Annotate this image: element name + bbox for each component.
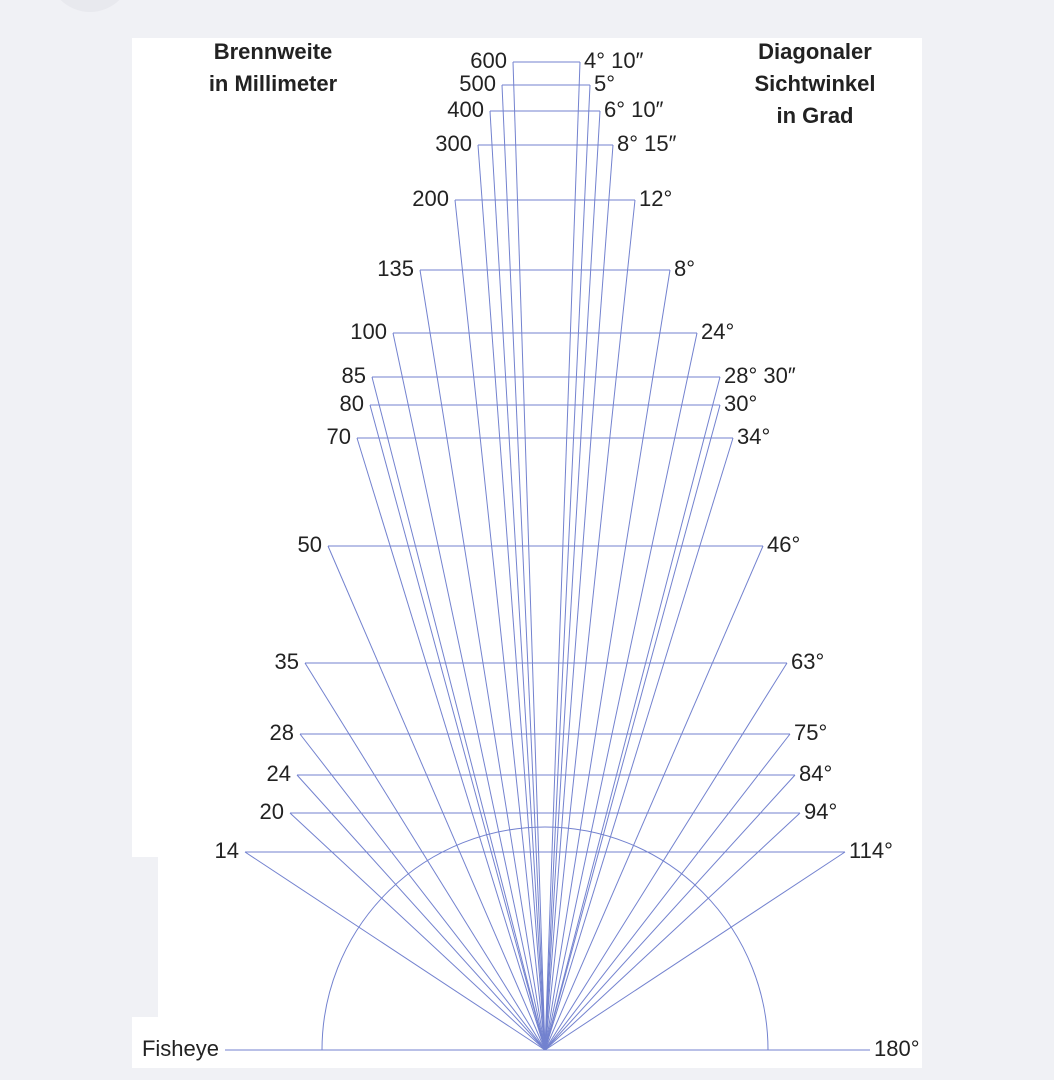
panel-notch xyxy=(132,857,158,1017)
focal-label: 85 xyxy=(342,363,366,388)
ray xyxy=(296,774,546,1051)
ray xyxy=(489,110,546,1051)
ray xyxy=(419,269,546,1051)
ray xyxy=(244,851,546,1051)
ray xyxy=(356,437,546,1051)
right-header-line: Sichtwinkel xyxy=(754,71,875,96)
angle-label: 34° xyxy=(737,424,770,449)
ray xyxy=(544,851,846,1051)
ray xyxy=(477,144,546,1051)
focal-label: 135 xyxy=(377,256,414,281)
angle-label: 84° xyxy=(799,761,832,786)
ray xyxy=(512,61,546,1051)
ray xyxy=(544,404,721,1051)
ray xyxy=(544,269,671,1051)
focal-label: 14 xyxy=(215,838,239,863)
angle-label: 30° xyxy=(724,391,757,416)
semicircle xyxy=(321,826,769,1051)
ray xyxy=(544,774,796,1051)
angle-label: 8° xyxy=(674,256,695,281)
focal-label: 80 xyxy=(340,391,364,416)
angle-label: 75° xyxy=(794,720,827,745)
angle-label: 5° xyxy=(594,71,615,96)
angle-label: 180° xyxy=(874,1036,920,1061)
focal-label: 400 xyxy=(447,97,484,122)
angle-label: 24° xyxy=(701,319,734,344)
angle-label: 114° xyxy=(849,838,893,863)
left-header-line: Brennweite xyxy=(214,39,333,64)
ray xyxy=(544,733,791,1051)
ray xyxy=(371,376,546,1051)
focal-label: 70 xyxy=(327,424,351,449)
focal-label: 300 xyxy=(435,131,472,156)
ray xyxy=(544,84,591,1051)
focal-label: 24 xyxy=(267,761,291,786)
ray xyxy=(544,545,764,1051)
angle-label: 4° 10″ xyxy=(584,48,644,73)
angle-label: 94° xyxy=(804,799,837,824)
ray xyxy=(544,437,734,1051)
focal-label: 600 xyxy=(470,48,507,73)
angle-label: 28° 30″ xyxy=(724,363,796,388)
ray xyxy=(544,110,601,1051)
ray xyxy=(299,733,546,1051)
angle-label: 63° xyxy=(791,649,824,674)
panel xyxy=(132,38,922,1068)
ray xyxy=(544,662,788,1051)
focal-label: 500 xyxy=(459,71,496,96)
ray xyxy=(327,545,546,1051)
ray xyxy=(544,332,698,1051)
ray xyxy=(544,376,721,1051)
focal-label: 35 xyxy=(275,649,299,674)
ray xyxy=(392,332,546,1051)
focal-label: 200 xyxy=(412,186,449,211)
left-header-line: in Millimeter xyxy=(209,71,338,96)
focal-label: 28 xyxy=(270,720,294,745)
ray xyxy=(304,662,546,1051)
angle-label: 6° 10″ xyxy=(604,97,664,122)
angle-label: 8° 15″ xyxy=(617,131,677,156)
ray xyxy=(544,144,614,1051)
focal-label: 20 xyxy=(260,799,284,824)
focal-label: Fisheye xyxy=(142,1036,219,1061)
avatar-edge xyxy=(60,0,120,12)
focal-label: 100 xyxy=(350,319,387,344)
focal-label: 50 xyxy=(298,532,322,557)
ray xyxy=(369,404,546,1051)
ray xyxy=(544,61,581,1051)
angle-label: 12° xyxy=(639,186,672,211)
right-header-line: Diagonaler xyxy=(758,39,872,64)
right-header-line: in Grad xyxy=(776,103,853,128)
ray xyxy=(501,84,546,1051)
angle-label: 46° xyxy=(767,532,800,557)
ray xyxy=(454,199,546,1051)
ray xyxy=(544,199,636,1051)
